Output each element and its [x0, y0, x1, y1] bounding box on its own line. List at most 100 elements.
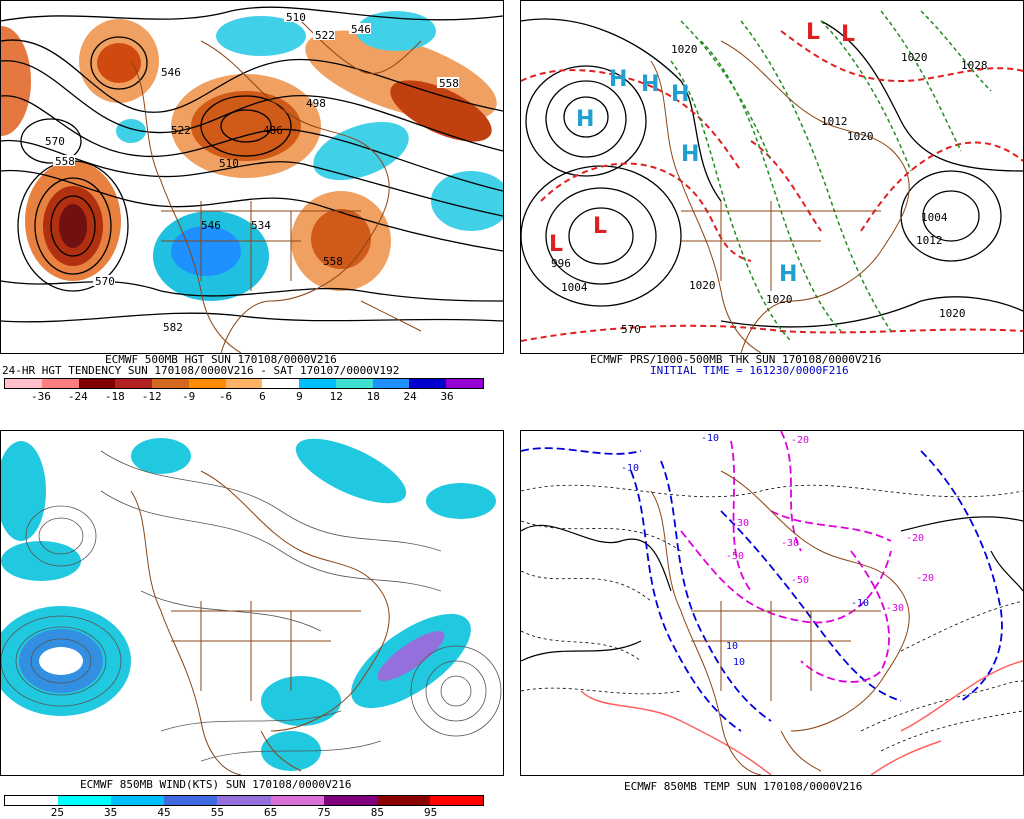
pressure-label: 1012 — [821, 115, 848, 128]
map-mslp-thickness: H H H H H H L L L L 1020 1028 1020 1012 … — [521, 10, 1023, 353]
temp-contours-solid — [521, 516, 1023, 662]
contour-labels: 510 522 546 570 558 546 522 486 498 558 … — [43, 11, 459, 334]
pressure-label: 1004 — [561, 281, 588, 294]
colorbar-label: 95 — [424, 806, 438, 819]
cold-anomaly-fills — [116, 11, 503, 301]
temp-label: -50 — [726, 551, 744, 562]
colorbar-label: 24 — [403, 390, 417, 403]
colorbar-label: 55 — [210, 806, 224, 819]
temp-label: -30 — [781, 538, 799, 549]
high-pressure-label: H — [641, 72, 659, 97]
contour-label: 570 — [95, 275, 115, 288]
caption-850mb-temp: ECMWF 850MB TEMP SUN 170108/0000V216 — [624, 780, 863, 793]
temp-label: 10 — [726, 641, 738, 652]
low-pressure-label: L — [806, 20, 820, 45]
temp-label: -10 — [701, 433, 719, 444]
temp-label: -20 — [916, 573, 934, 584]
thickness-label: 570 — [621, 323, 641, 336]
pressure-label: 1012 — [916, 234, 943, 247]
pressure-label: 1028 — [961, 59, 988, 72]
coastlines — [650, 40, 910, 353]
colorbar-swatch — [217, 796, 271, 805]
temp-label: 10 — [733, 657, 745, 668]
pressure-centers: H H H H H H L L L L — [549, 20, 855, 287]
warm-anomaly-fills — [1, 19, 497, 291]
caption-initial-time: INITIAL TIME = 161230/0000F216 — [650, 364, 849, 377]
coastlines — [130, 20, 422, 353]
pressure-label: 1020 — [689, 279, 716, 292]
colorbar-label: 65 — [264, 806, 278, 819]
colorbar-label: 6 — [259, 390, 266, 403]
colorbar-swatch — [335, 379, 373, 388]
temp-label: -10 — [621, 463, 639, 474]
thickness-contours — [521, 30, 1023, 342]
temp-contours-black — [521, 484, 1023, 752]
temp-contours-red — [580, 660, 1023, 775]
colorbar-wind-speed — [4, 795, 484, 806]
high-pressure-label: H — [576, 107, 594, 132]
caption-500mb-tendency: 24-HR HGT TENDENCY SUN 170108/0000V216 -… — [2, 364, 400, 377]
contour-label: 510 — [286, 11, 306, 24]
colorbar-hgt-tendency — [4, 378, 484, 389]
map-850mb-temp: -10 -10 -20 -30 -50 -50 -30 -20 -30 -10 … — [521, 431, 1023, 775]
colorbar-swatch — [111, 796, 165, 805]
contour-label: 498 — [306, 97, 326, 110]
temp-label: -30 — [886, 603, 904, 614]
low-pressure-label: L — [841, 22, 855, 47]
streamlines — [1, 450, 502, 762]
temp-labels: -10 -10 -20 -30 -50 -50 -30 -20 -30 -10 … — [621, 433, 934, 668]
caption-500mb-title: ECMWF 500MB HGT SUN 170108/0000V216 — [105, 353, 337, 366]
contour-label: 558 — [55, 155, 75, 168]
colorbar-swatch — [152, 379, 189, 388]
low-pressure-label: L — [593, 214, 607, 239]
pressure-label: 1020 — [939, 307, 966, 320]
high-pressure-label: H — [609, 67, 627, 92]
colorbar-label: 36 — [440, 390, 454, 403]
temp-label: -30 — [731, 518, 749, 529]
coastlines — [130, 470, 390, 775]
colorbar-swatch — [372, 379, 410, 388]
colorbar-label: -6 — [218, 390, 233, 403]
colorbar-swatch — [446, 379, 483, 388]
colorbar-label: -9 — [181, 390, 196, 403]
low-pressure-label: L — [549, 232, 563, 257]
panel-850mb-temp: -10 -10 -20 -30 -50 -50 -30 -20 -30 -10 … — [520, 430, 1024, 776]
temp-contours-magenta — [680, 431, 892, 683]
coastlines — [650, 470, 910, 775]
colorbar-swatch — [58, 796, 112, 805]
colorbar-swatch — [270, 796, 324, 805]
panel-mslp-thickness: H H H H H H L L L L 1020 1028 1020 1012 … — [520, 0, 1024, 354]
colorbar-label: 85 — [370, 806, 384, 819]
contour-label: 546 — [201, 219, 221, 232]
colorbar-label: 45 — [157, 806, 171, 819]
contour-label: 534 — [251, 219, 271, 232]
contour-label: 558 — [323, 255, 343, 268]
pressure-label: 1020 — [847, 130, 874, 143]
map-500mb-height: 510 522 546 570 558 546 522 486 498 558 … — [1, 6, 503, 353]
high-pressure-label: H — [681, 142, 699, 167]
caption-mslp-title: ECMWF PRS/1000-500MB THK SUN 170108/0000… — [590, 353, 882, 366]
colorbar-swatch — [409, 379, 447, 388]
temp-label: -10 — [851, 598, 869, 609]
colorbar-label: -12 — [141, 390, 162, 403]
colorbar-label: 18 — [366, 390, 380, 403]
temp-label: -50 — [791, 575, 809, 586]
pressure-labels: 1020 1028 1020 1012 1020 1004 1012 996 1… — [551, 43, 988, 336]
pressure-label: 1020 — [901, 51, 928, 64]
contour-label: 546 — [351, 23, 371, 36]
thickness-green-contours — [670, 10, 992, 342]
caption-850mb-wind: ECMWF 850MB WIND(KTS) SUN 170108/0000V21… — [80, 778, 352, 791]
pressure-label: 1020 — [671, 43, 698, 56]
contour-label: 582 — [163, 321, 183, 334]
contour-label: 558 — [439, 77, 459, 90]
high-pressure-label: H — [671, 82, 689, 107]
colorbar-swatch — [188, 379, 226, 388]
colorbar-label: 12 — [329, 390, 343, 403]
colorbar-swatch — [41, 379, 79, 388]
temp-label: -20 — [906, 533, 924, 544]
colorbar-swatch — [262, 379, 300, 388]
pressure-label: 1020 — [766, 293, 793, 306]
contour-label: 546 — [161, 66, 181, 79]
panel-850mb-wind — [0, 430, 504, 776]
temp-label: -20 — [791, 435, 809, 446]
